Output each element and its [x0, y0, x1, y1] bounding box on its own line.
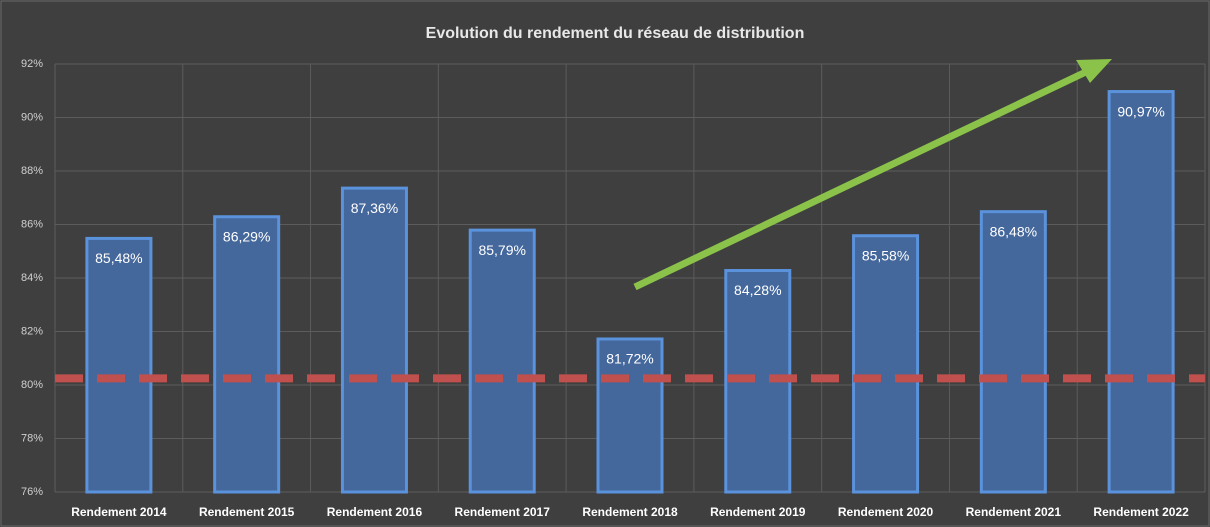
x-tick-label: Rendement 2015 — [199, 505, 295, 519]
value-label: 86,29% — [223, 228, 270, 244]
y-tick-label: 90% — [21, 111, 43, 123]
x-tick-label: Rendement 2020 — [838, 505, 934, 519]
x-tick-label: Rendement 2022 — [1093, 505, 1189, 519]
bar — [342, 188, 406, 492]
y-tick-label: 92% — [21, 58, 43, 70]
y-tick-label: 86% — [21, 218, 43, 230]
x-tick-label: Rendement 2014 — [71, 505, 167, 519]
bar — [87, 238, 151, 492]
y-tick-label: 78% — [21, 432, 43, 444]
y-tick-label: 84% — [21, 272, 43, 284]
y-tick-label: 88% — [21, 165, 43, 177]
bar — [854, 236, 918, 492]
value-label: 85,79% — [478, 242, 525, 258]
bar — [1109, 92, 1173, 492]
x-tick-label: Rendement 2021 — [966, 505, 1062, 519]
x-tick-label: Rendement 2018 — [582, 505, 678, 519]
value-label: 87,36% — [351, 200, 398, 216]
value-label: 85,58% — [862, 247, 909, 263]
y-tick-label: 82% — [21, 325, 43, 337]
bar — [470, 230, 534, 492]
value-label: 85,48% — [95, 250, 142, 266]
value-label: 81,72% — [606, 351, 653, 367]
x-tick-label: Rendement 2016 — [327, 505, 423, 519]
y-tick-label: 76% — [21, 486, 43, 498]
value-label: 90,97% — [1117, 103, 1164, 119]
bar — [981, 212, 1045, 492]
value-label: 86,48% — [990, 223, 1037, 239]
value-label: 84,28% — [734, 282, 781, 298]
x-tick-label: Rendement 2017 — [455, 505, 551, 519]
x-tick-label: Rendement 2019 — [710, 505, 806, 519]
y-tick-label: 80% — [21, 379, 43, 391]
chart: Evolution du rendement du réseau de dist… — [0, 0, 1210, 527]
bar — [215, 217, 279, 492]
chart-title: Evolution du rendement du réseau de dist… — [426, 25, 805, 42]
